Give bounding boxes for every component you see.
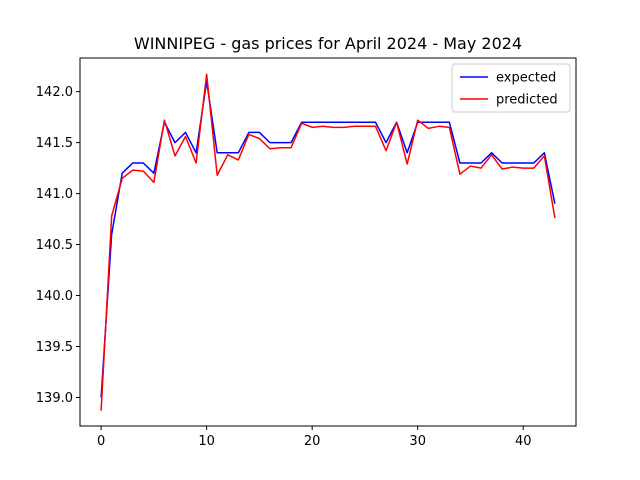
legend: expected predicted [451,63,571,113]
legend-label-expected: expected [496,71,556,86]
y-tick-label: 141.0 [36,187,73,202]
legend-box [451,63,571,113]
y-tick-label: 140.0 [36,289,73,304]
x-tick-label: 20 [304,434,321,449]
y-tick-label: 139.0 [36,391,73,406]
y-tick-label: 141.5 [36,136,73,151]
series-line-expected [100,80,556,398]
x-tick-label: 10 [198,434,215,449]
y-tick-label: 142.0 [36,85,73,100]
chart-title: WINNIPEG - gas prices for April 2024 - M… [134,34,522,53]
y-tick-label: 139.5 [36,340,73,355]
y-tick-label: 140.5 [36,238,73,253]
x-tick-label: 0 [97,434,105,449]
series-line-predicted [100,73,556,411]
series-layer [100,73,556,411]
x-tick-label: 40 [515,434,532,449]
y-axis: 139.0 139.5 140.0 140.5 141.0 141.5 142.0 [36,85,80,406]
x-axis: 0 10 20 30 40 [97,426,532,449]
legend-label-predicted: predicted [496,93,558,108]
plot-frame [79,57,577,427]
x-tick-label: 30 [409,434,426,449]
